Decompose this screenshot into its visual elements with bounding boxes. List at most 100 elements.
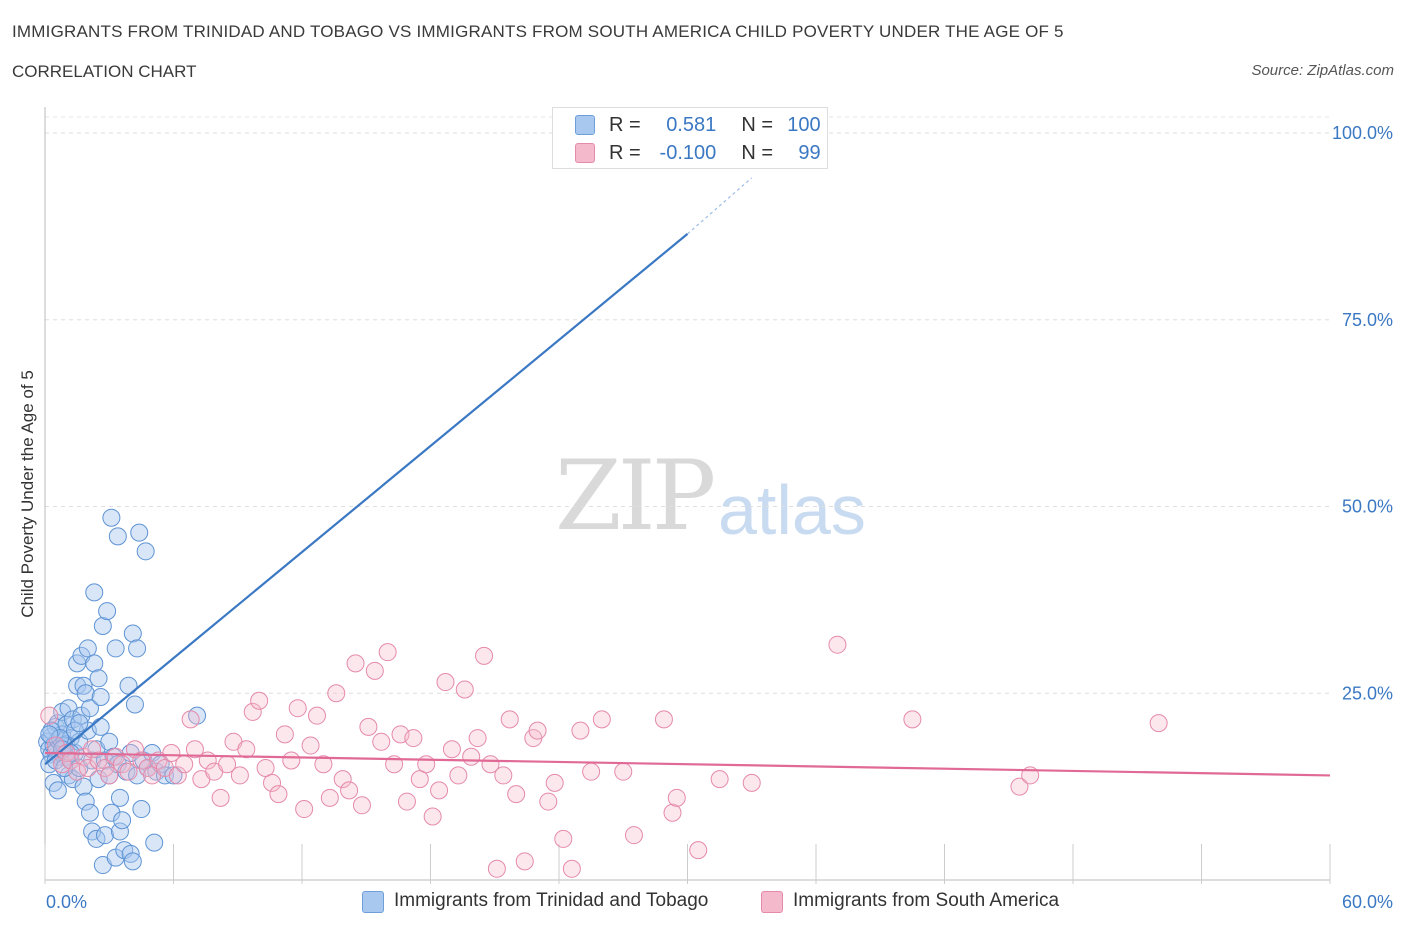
point-south-america	[365, 661, 384, 680]
blue-swatch	[575, 115, 595, 135]
trend-line-trinidad	[44, 232, 689, 766]
point-trinidad	[89, 770, 108, 789]
point-south-america	[256, 758, 275, 777]
point-trinidad	[85, 654, 104, 673]
point-south-america	[263, 773, 282, 792]
point-south-america	[106, 747, 125, 766]
point-south-america	[397, 792, 416, 811]
point-trinidad	[113, 811, 132, 830]
point-south-america	[269, 785, 288, 804]
point-trinidad	[132, 800, 151, 819]
point-south-america	[275, 725, 294, 744]
point-trinidad	[87, 829, 106, 848]
point-south-america	[487, 859, 506, 878]
point-south-america	[68, 762, 87, 781]
point-south-america	[430, 781, 449, 800]
point-trinidad	[145, 833, 164, 852]
point-south-america	[494, 766, 513, 785]
point-south-america	[162, 744, 181, 763]
point-south-america	[314, 755, 333, 774]
point-trinidad	[78, 639, 97, 658]
point-south-america	[327, 684, 346, 703]
point-south-america	[378, 643, 397, 662]
point-south-america	[663, 803, 682, 822]
point-south-america	[436, 673, 455, 692]
point-trinidad	[91, 687, 110, 706]
point-south-america	[288, 699, 307, 718]
n-label: N =	[741, 142, 774, 164]
point-trinidad	[110, 822, 129, 841]
point-trinidad	[80, 803, 99, 822]
point-south-america	[237, 740, 256, 759]
point-south-america	[340, 781, 359, 800]
point-south-america	[742, 773, 761, 792]
point-south-america	[372, 732, 391, 751]
source-label: Source: ZipAtlas.com	[1251, 62, 1394, 79]
chart-subtitle: CORRELATION CHART	[12, 62, 197, 81]
point-trinidad	[130, 523, 149, 542]
r-value: -0.100	[659, 142, 717, 164]
point-trinidad	[40, 725, 59, 744]
point-trinidad	[70, 714, 89, 733]
trend-line-south-america	[44, 751, 1331, 777]
point-south-america	[528, 721, 547, 740]
n-value: 100	[787, 114, 821, 136]
point-trinidad	[100, 732, 119, 751]
point-trinidad	[128, 766, 147, 785]
point-south-america	[689, 841, 708, 860]
y-tick-label: 25.0%	[1342, 683, 1393, 703]
point-south-america	[462, 747, 481, 766]
point-south-america	[475, 646, 494, 665]
point-trinidad	[76, 684, 95, 703]
point-south-america	[539, 792, 558, 811]
point-trinidad	[98, 602, 117, 621]
point-south-america	[346, 654, 365, 673]
y-tick-label: 50.0%	[1342, 497, 1393, 517]
point-south-america	[211, 788, 230, 807]
point-south-america	[185, 740, 204, 759]
n-value: 99	[798, 142, 821, 164]
point-south-america	[614, 762, 633, 781]
point-south-america	[1149, 714, 1168, 733]
point-south-america	[624, 826, 643, 845]
point-south-america	[545, 773, 564, 792]
point-trinidad	[74, 777, 93, 796]
point-south-america	[295, 800, 314, 819]
point-south-america	[417, 755, 436, 774]
point-trinidad	[76, 792, 95, 811]
x-tick-label-max: 60.0%	[1342, 892, 1393, 912]
point-south-america	[515, 852, 534, 871]
trend-line-trinidad-extension	[687, 177, 753, 235]
y-tick-label: 75.0%	[1342, 310, 1393, 330]
point-south-america	[667, 788, 686, 807]
point-trinidad	[110, 788, 129, 807]
point-south-america	[181, 710, 200, 729]
point-south-america	[333, 770, 352, 789]
n-label: N =	[741, 114, 774, 136]
point-trinidad	[106, 639, 125, 658]
point-south-america	[468, 729, 487, 748]
point-trinidad	[123, 624, 142, 643]
point-south-america	[168, 766, 187, 785]
point-trinidad	[93, 617, 112, 636]
point-south-america	[307, 706, 326, 725]
y-axis-label: Child Poverty Under the Age of 5	[18, 370, 37, 618]
pink-swatch	[575, 143, 595, 163]
point-south-america	[113, 755, 132, 774]
point-south-america	[119, 762, 138, 781]
stats-legend: R = 0.581 N = 100 R = -0.100 N = 99	[552, 107, 828, 169]
point-south-america	[359, 717, 378, 736]
legend-swatch-blue	[362, 891, 384, 913]
y-tick-label: 100.0%	[1332, 123, 1393, 143]
point-south-america	[301, 736, 320, 755]
point-trinidad	[74, 676, 93, 695]
point-trinidad	[91, 717, 110, 736]
point-south-america	[592, 710, 611, 729]
point-trinidad	[123, 852, 142, 871]
point-south-america	[710, 770, 729, 789]
point-south-america	[320, 788, 339, 807]
point-south-america	[449, 766, 468, 785]
legend-label-south-america: Immigrants from South America	[793, 890, 1060, 911]
point-trinidad	[85, 583, 104, 602]
point-south-america	[423, 807, 442, 826]
